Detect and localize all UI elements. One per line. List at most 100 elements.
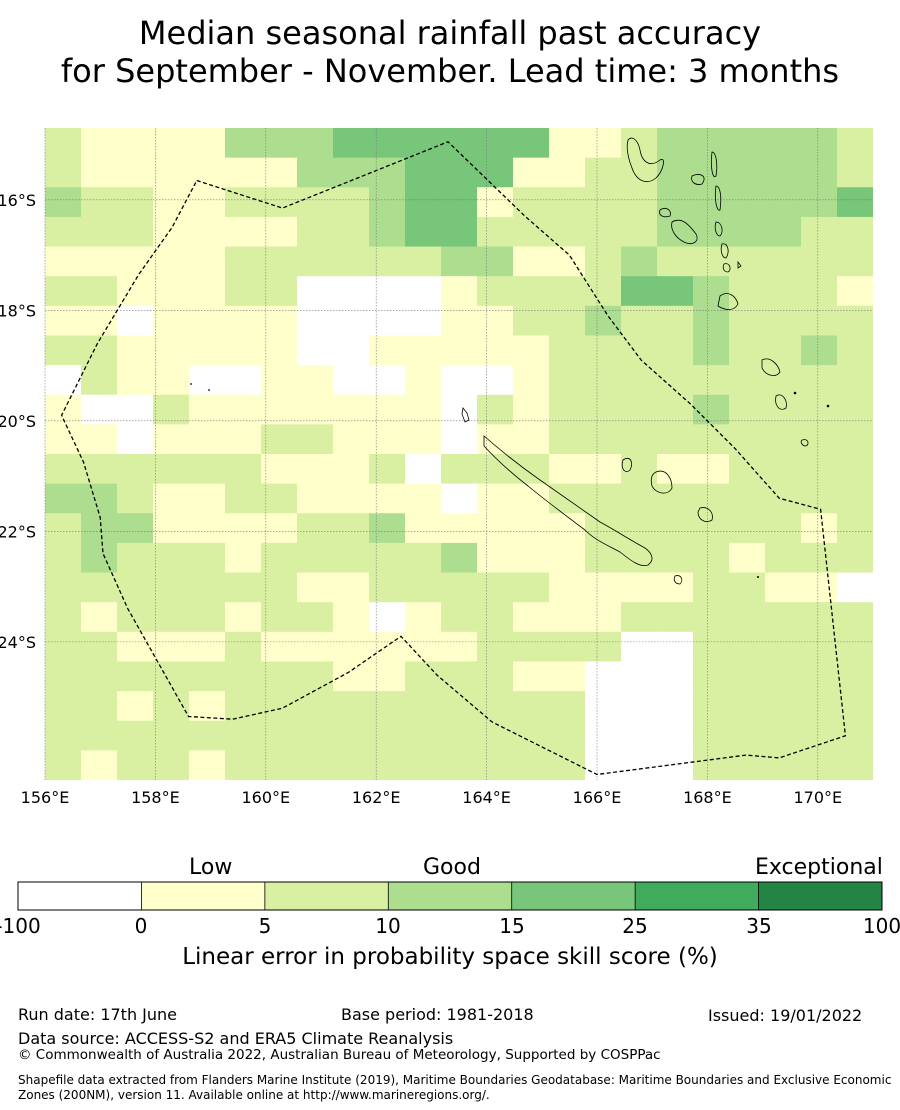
grid-cell — [729, 305, 766, 337]
grid-cell — [189, 602, 226, 633]
grid-cell — [441, 720, 478, 751]
grid-cell — [405, 305, 442, 337]
grid-cell — [549, 602, 586, 633]
grid-cell — [765, 513, 802, 544]
grid-cell — [261, 394, 298, 425]
grid-cell — [441, 424, 478, 455]
grid-cell — [117, 661, 154, 692]
grid-cell — [441, 483, 478, 514]
grid-cell — [441, 187, 478, 218]
grid-cell — [549, 394, 586, 425]
grid-cell — [585, 424, 622, 455]
grid-cell — [45, 365, 82, 396]
island-outline — [691, 174, 705, 185]
grid-cell — [117, 157, 154, 188]
grid-cell — [333, 335, 370, 366]
grid-cell — [729, 454, 766, 485]
grid-cell — [153, 216, 190, 248]
grid-cell — [333, 216, 370, 248]
data-source: Data source: ACCESS-S2 and ERA5 Climate … — [18, 1029, 454, 1048]
grid-cell — [513, 602, 550, 633]
grid-cell — [297, 750, 334, 780]
grid-cell — [729, 602, 766, 633]
grid-cell — [513, 542, 550, 574]
grid-cell — [369, 216, 406, 248]
grid-cell — [837, 365, 873, 396]
grid-cell — [117, 513, 154, 544]
grid-cell — [729, 750, 766, 780]
grid-cell — [801, 424, 838, 455]
grid-cell — [621, 542, 658, 574]
grid-cell — [261, 157, 298, 188]
grid-cell — [153, 750, 190, 780]
grid-cell — [801, 276, 838, 307]
grid-cell — [189, 513, 226, 544]
grid-cell — [837, 128, 873, 159]
grid-cell — [441, 691, 478, 722]
grid-cell — [261, 602, 298, 633]
grid-cell — [441, 572, 478, 603]
colorbar-tick-label: 5 — [258, 914, 272, 938]
grid-cell — [621, 424, 658, 455]
grid-cell — [117, 483, 154, 514]
grid-cell — [225, 542, 262, 574]
grid-cell — [837, 394, 873, 425]
grid-cell — [837, 572, 873, 603]
grid-cell — [693, 542, 730, 574]
grid-cell — [477, 483, 514, 514]
grid-cell — [693, 631, 730, 663]
colorbar-tick-label: 0 — [134, 914, 148, 938]
grid-cell — [189, 246, 226, 277]
colorbar-axis-label: Linear error in probability space skill … — [182, 944, 718, 970]
grid-cell — [657, 602, 694, 633]
grid-cell — [261, 542, 298, 574]
grid-cell — [369, 157, 406, 188]
grid-cell — [45, 750, 82, 780]
grid-cell — [477, 572, 514, 603]
grid-cell — [297, 365, 334, 396]
colorbar-segment — [511, 882, 636, 910]
grid-cell — [225, 720, 262, 751]
grid-cell — [657, 246, 694, 277]
grid-cell — [513, 335, 550, 366]
grid-cell — [117, 305, 154, 337]
grid-cell — [657, 572, 694, 603]
grid-cell — [657, 187, 694, 218]
grid-cell — [513, 128, 550, 159]
grid-cell — [585, 661, 622, 692]
grid-cell — [693, 661, 730, 692]
grid-cell — [81, 661, 118, 692]
grid-cell — [369, 276, 406, 307]
grid-cell — [801, 602, 838, 633]
grid-cell — [549, 631, 586, 663]
grid-cell — [837, 513, 873, 544]
grid-cell — [729, 661, 766, 692]
grid-cell — [153, 187, 190, 218]
grid-cell — [441, 631, 478, 663]
grid-cell — [153, 661, 190, 692]
map-canvas: 156°E 158°E 160°E 162°E 164°E 166°E 168°E 170°E… — [0, 128, 883, 911]
grid-cell — [189, 454, 226, 485]
grid-cell — [801, 246, 838, 277]
grid-cell — [729, 128, 766, 159]
grid-cell — [81, 542, 118, 574]
grid-cell — [765, 720, 802, 751]
island-outline — [697, 507, 713, 522]
grid-cell — [585, 128, 622, 159]
grid-cell — [369, 128, 406, 159]
grid-cell — [693, 454, 730, 485]
grid-cell — [621, 720, 658, 751]
grid-cell — [369, 513, 406, 544]
lat-tick-label: 18°S — [0, 301, 36, 320]
grid-cell — [153, 454, 190, 485]
grid-cell — [837, 454, 873, 485]
grid-cell — [369, 661, 406, 692]
grid-cell — [81, 216, 118, 248]
grid-cell — [657, 661, 694, 692]
grid-cell — [189, 394, 226, 425]
grid-cell — [189, 483, 226, 514]
issued-date: Issued: 19/01/2022 — [708, 1006, 863, 1025]
grid-cell — [477, 424, 514, 455]
grid-cell — [153, 424, 190, 455]
grid-cell — [117, 394, 154, 425]
